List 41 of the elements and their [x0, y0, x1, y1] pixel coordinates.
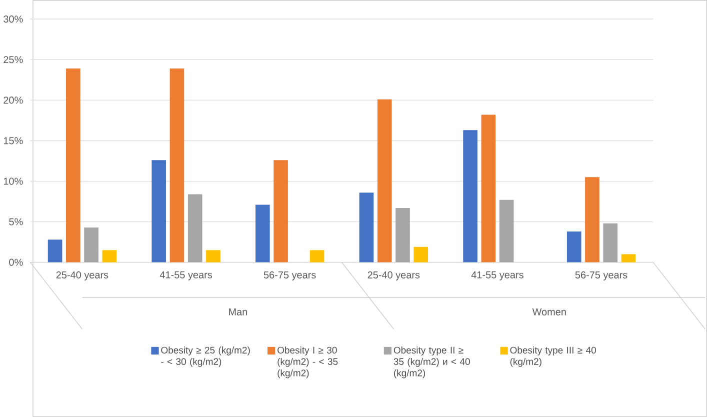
y-tick-label: 10%: [4, 178, 23, 185]
bar: [566, 232, 582, 262]
bar: [152, 160, 166, 262]
y-tick-label: 25%: [4, 56, 23, 64]
bar: [377, 99, 392, 262]
bar: [102, 250, 117, 262]
legend-label: Obesity type III ≥ 40 (kg/m2): [510, 346, 596, 367]
bar: [256, 204, 270, 262]
legend-label: Obesity ≥ 25 (kg/m2) - < 30 (kg/m2): [161, 346, 250, 367]
bar: [310, 250, 324, 262]
legend-label: Obesity type II ≥ 35 (kg/m2) и < 40 (kg/m2): [394, 346, 470, 378]
y-tick-label: 0%: [9, 258, 23, 266]
bar: [274, 160, 288, 262]
y-tick-label: 30%: [4, 16, 23, 23]
x-tick-label: 56-75 years: [264, 271, 316, 280]
x-tick-label: 25-40 years: [368, 271, 420, 280]
bar: [84, 228, 98, 262]
bar: [188, 194, 202, 262]
bar: [359, 192, 374, 262]
x-tick-label: 25-40 years: [56, 271, 108, 280]
bar: [206, 250, 220, 262]
bar: [396, 208, 410, 262]
y-tick-label: 15%: [4, 137, 23, 144]
y-tick-label: 5%: [9, 218, 23, 226]
bar: [66, 68, 80, 262]
bar: [170, 68, 184, 262]
bar: [414, 246, 428, 262]
bar: [603, 223, 618, 262]
bar: [48, 240, 62, 262]
y-tick-label: 20%: [4, 96, 23, 104]
bar: [499, 200, 514, 262]
legend-label: Obesity I ≥ 30 (kg/m2) - < 35 (kg/m2): [278, 346, 338, 378]
x-tick-label: 41-55 years: [471, 271, 524, 280]
bar: [463, 130, 478, 262]
text: Women: [532, 308, 566, 316]
bar: [481, 114, 496, 262]
x-tick-label: 41-55 years: [160, 271, 212, 280]
bar: [621, 254, 636, 262]
text: Man: [229, 308, 247, 316]
x-tick-label: 56-75 years: [575, 271, 628, 280]
bar: [585, 177, 600, 262]
